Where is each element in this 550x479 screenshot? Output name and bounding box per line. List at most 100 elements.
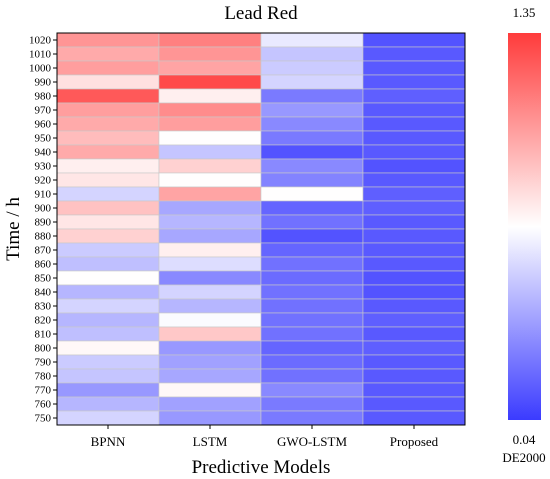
y-tick-label: 1000: [29, 63, 52, 75]
heatmap-cell: [158, 158, 262, 174]
y-tick-label: 890: [35, 217, 52, 229]
heatmap-cell: [158, 186, 262, 202]
heatmap-cell: [362, 396, 466, 412]
heatmap-cell: [56, 172, 160, 188]
heatmap-cell: [362, 144, 466, 160]
heatmap-cell: [260, 116, 364, 132]
heatmap-cell: [260, 298, 364, 314]
y-tick-label: 810: [35, 329, 52, 341]
heatmap-cell: [362, 102, 466, 118]
y-tick-label: 930: [35, 161, 52, 173]
heatmap-cell: [56, 130, 160, 146]
heatmap-cell: [260, 270, 364, 286]
heatmap-cell: [56, 102, 160, 118]
x-tick-label: LSTM: [193, 434, 228, 449]
heatmap-cell: [362, 228, 466, 244]
heatmap-cell: [158, 32, 262, 48]
x-tick-label: BPNN: [91, 434, 126, 449]
y-tick-label: 960: [35, 119, 52, 131]
heatmap-cell: [158, 200, 262, 216]
y-tick-label: 760: [35, 399, 52, 411]
heatmap-cell: [260, 326, 364, 342]
y-tick-label: 830: [35, 301, 52, 313]
heatmap-cell: [362, 158, 466, 174]
heatmap-cell: [158, 242, 262, 258]
heatmap-cell: [260, 382, 364, 398]
heatmap-cell: [362, 354, 466, 370]
heatmap-cell: [158, 228, 262, 244]
heatmap-cell: [56, 60, 160, 76]
heatmap-cell: [260, 312, 364, 328]
heatmap-cell: [362, 32, 466, 48]
heatmap-cell: [56, 326, 160, 342]
heatmap-cell: [362, 242, 466, 258]
heatmap-cell: [56, 144, 160, 160]
heatmap-cell: [158, 130, 262, 146]
heatmap-cell: [158, 284, 262, 300]
heatmap-cell: [158, 298, 262, 314]
x-axis-label: Predictive Models: [192, 457, 331, 478]
plot-frame: [56, 32, 466, 426]
heatmap-cell: [158, 144, 262, 160]
y-tick-label: 800: [35, 343, 52, 355]
heatmap-cell: [56, 284, 160, 300]
x-tick-marks: [107, 425, 415, 429]
heatmap-cell: [362, 256, 466, 272]
heatmap-cell: [260, 158, 364, 174]
heatmap-cell: [362, 214, 466, 230]
heatmap-cell: [260, 214, 364, 230]
heatmap-cell: [56, 256, 160, 272]
heatmap-cell: [362, 284, 466, 300]
y-tick-label: 770: [35, 385, 52, 397]
colorbar-min-label: 0.04: [513, 432, 536, 447]
heatmap-cell: [260, 242, 364, 258]
y-tick-label: 980: [35, 91, 52, 103]
x-tick-labels: BPNN LSTM GWO-LSTM Proposed: [91, 434, 439, 449]
chart-title: Lead Red: [224, 3, 298, 24]
heatmap-cell: [56, 396, 160, 412]
heatmap-cell: [158, 172, 262, 188]
y-tick-labels: 1020 1010 1000 990 980 970 960 950 940 930 920 910 9…: [29, 35, 52, 425]
heatmap-cell: [260, 46, 364, 62]
heatmap-cell: [260, 368, 364, 384]
heatmap-cell: [56, 298, 160, 314]
heatmap-cell: [56, 116, 160, 132]
heatmap-cell: [260, 340, 364, 356]
heatmap-cell: [362, 326, 466, 342]
heatmap-cell: [260, 186, 364, 202]
heatmap-cell: [362, 312, 466, 328]
heatmap-cell: [362, 88, 466, 104]
heatmap-cell: [158, 88, 262, 104]
heatmap-cell: [158, 256, 262, 272]
heatmap-cell: [260, 60, 364, 76]
heatmap-cell: [158, 60, 262, 76]
heatmap-cell: [56, 242, 160, 258]
heatmap-cell: [158, 270, 262, 286]
heatmap-cell: [260, 74, 364, 90]
heatmap-cell: [362, 186, 466, 202]
heatmap-cell: [158, 340, 262, 356]
heatmap-cell: [362, 130, 466, 146]
heatmap-cell: [362, 382, 466, 398]
heatmap-cell: [260, 354, 364, 370]
heatmap-cell: [56, 186, 160, 202]
heatmap-cell: [158, 382, 262, 398]
heatmap-cell: [56, 354, 160, 370]
heatmap-cell: [56, 32, 160, 48]
heatmap-cell: [56, 312, 160, 328]
y-tick-label: 900: [35, 203, 52, 215]
heatmap-cell: [158, 74, 262, 90]
y-tick-label: 750: [35, 413, 52, 425]
colorbar-max-label: 1.35: [513, 5, 536, 20]
heatmap-cell: [362, 270, 466, 286]
heatmap-cell: [56, 214, 160, 230]
heatmap-cell: [56, 158, 160, 174]
heatmap-cell: [260, 130, 364, 146]
colorbar: [508, 33, 541, 420]
y-tick-label: 790: [35, 357, 52, 369]
heatmap-cell: [158, 354, 262, 370]
heatmap-cell: [56, 88, 160, 104]
y-tick-label: 850: [35, 273, 52, 285]
heatmap-cell: [362, 74, 466, 90]
